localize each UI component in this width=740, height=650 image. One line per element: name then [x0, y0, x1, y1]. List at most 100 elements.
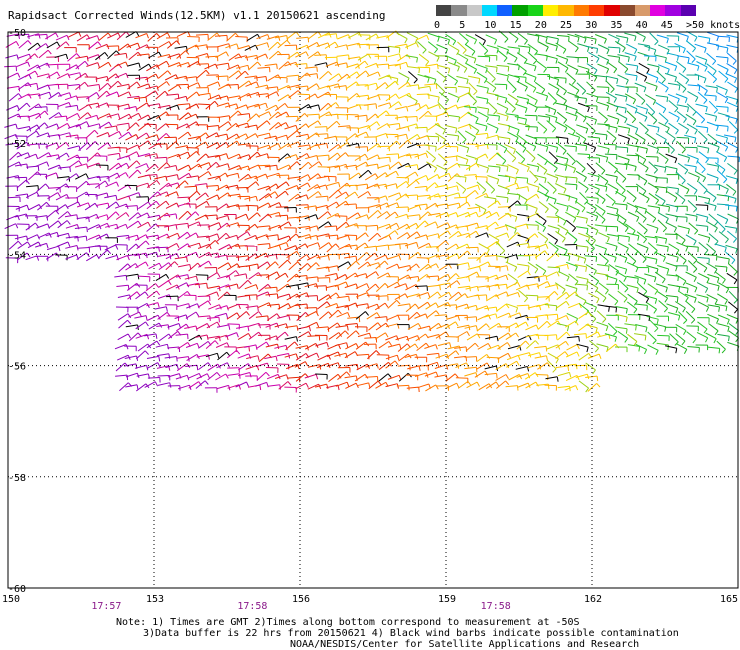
wind-barb-tick [486, 167, 489, 173]
wind-barb-tick [205, 132, 210, 138]
wind-barb-tick [394, 80, 399, 86]
wind-barb [167, 323, 180, 328]
wind-barb [536, 60, 547, 69]
wind-barb-tick [126, 375, 129, 381]
wind-barb [164, 224, 177, 228]
wind-barb [585, 239, 595, 249]
wind-barb [174, 75, 187, 80]
wind-barb-tick [285, 323, 289, 329]
wind-barb-tick [644, 76, 648, 82]
wind-barb [35, 161, 47, 167]
wind-barb [288, 90, 299, 99]
wind-barb [635, 183, 647, 192]
wind-barb-tick [605, 134, 608, 140]
wind-barb [567, 33, 580, 38]
wind-barb [305, 276, 318, 279]
wind-barb-tick [149, 174, 152, 180]
wind-barb-tick [156, 134, 160, 140]
wind-barb-tick [606, 49, 610, 55]
wind-barb [635, 145, 648, 150]
wind-barb-tick [308, 331, 312, 337]
wind-barb [485, 181, 496, 191]
wind-barb-tick [319, 364, 322, 370]
wind-barb [496, 112, 509, 117]
wind-barb-tick [445, 374, 448, 380]
wind-barb-tick [625, 164, 628, 170]
wind-barb-tick [225, 373, 229, 379]
wind-barb-tick [694, 287, 698, 293]
wind-barb [637, 313, 650, 317]
wind-barb-tick [56, 41, 61, 47]
wind-barb-tick [504, 98, 508, 104]
wind-barb [36, 183, 46, 193]
wind-barb [447, 173, 458, 182]
wind-barb-tick [628, 236, 630, 242]
wind-barb [228, 165, 240, 171]
wind-barb-tick [648, 45, 651, 51]
wind-barb [305, 352, 317, 359]
wind-barb-tick [295, 31, 300, 37]
wind-barb-tick [187, 62, 191, 68]
wind-barb [174, 95, 187, 100]
wind-barb-tick [37, 171, 42, 176]
wind-barb [585, 264, 597, 271]
wind-barb [424, 344, 436, 349]
wind-barb [586, 310, 597, 320]
wind-barb-tick [614, 336, 617, 342]
wind-barb-tick [581, 207, 586, 213]
wind-barb-tick [662, 108, 667, 114]
lat-lon-grid [8, 32, 738, 588]
wind-barb [697, 35, 710, 39]
wind-barb-tick [126, 162, 130, 168]
wind-barb [595, 211, 606, 220]
wind-barb-tick [625, 247, 629, 253]
wind-barb [65, 224, 78, 229]
wind-barb [387, 374, 400, 380]
wind-barb [238, 279, 249, 289]
wind-barb [36, 73, 49, 78]
wind-barb-tick [498, 115, 500, 121]
wind-barb-tick [185, 76, 188, 82]
wind-barb-tick [87, 112, 92, 117]
wind-barb [177, 103, 190, 106]
wind-barb [625, 43, 638, 50]
wind-barb [676, 80, 687, 90]
wind-barb [677, 290, 689, 298]
wind-barb [344, 184, 357, 187]
wind-barb [428, 322, 439, 331]
wind-barb-tick [84, 60, 89, 66]
wind-barb [128, 169, 138, 179]
scale-swatch [634, 5, 651, 16]
wind-barb [284, 245, 296, 251]
wind-barb [643, 55, 657, 57]
wind-barb [586, 92, 599, 98]
wind-barb [244, 133, 256, 140]
wind-barb-tick [57, 84, 60, 90]
longitude-label: 153 [146, 594, 164, 605]
wind-barb [387, 53, 400, 58]
wind-barb [566, 152, 576, 162]
wind-barb [247, 212, 258, 221]
wind-barb-tick [206, 283, 208, 289]
wind-barb [506, 360, 517, 368]
wind-barb [226, 32, 236, 42]
wind-barb [698, 130, 708, 140]
wind-barb [415, 104, 427, 112]
wind-barb-tick [683, 118, 687, 123]
wind-barb-tick [591, 130, 596, 135]
wind-barb-tick [633, 308, 638, 314]
wind-barb-tick [169, 382, 172, 388]
wind-barb [616, 35, 628, 39]
wind-barb [325, 284, 338, 289]
wind-barb-tick [368, 382, 371, 388]
wind-barb [546, 35, 559, 40]
wind-barb-tick [675, 348, 678, 354]
wind-barb-tick [336, 273, 339, 279]
wind-barb [135, 163, 147, 169]
wind-barb [264, 286, 277, 289]
wind-barb-tick [256, 125, 259, 131]
wind-barb-tick [227, 63, 230, 69]
wind-barb [156, 32, 168, 40]
wind-barb [656, 70, 666, 80]
wind-barb-tick [316, 225, 319, 231]
